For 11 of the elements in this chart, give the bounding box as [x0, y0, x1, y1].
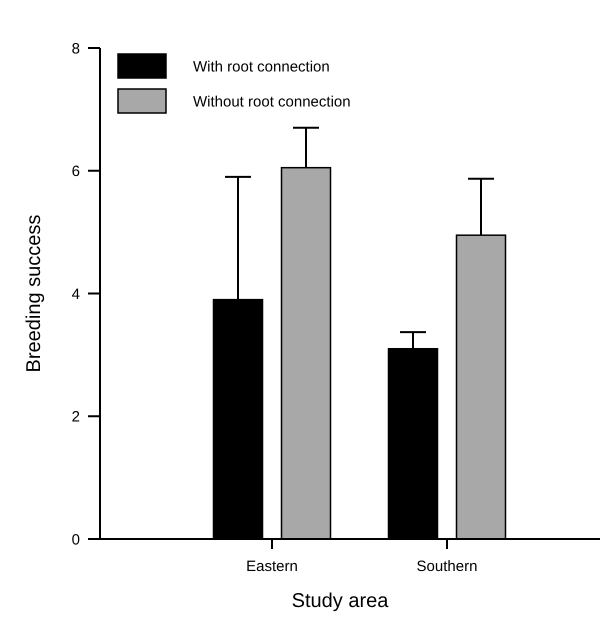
y-tick-label: 0 — [72, 531, 80, 548]
x-axis-title: Study area — [292, 590, 390, 612]
y-tick-label: 6 — [72, 163, 80, 180]
y-tick-label: 2 — [72, 408, 80, 426]
x-tick-label: Eastern — [246, 558, 298, 575]
legend-label: With root connection — [193, 58, 330, 76]
legend-label: Without root connection — [193, 93, 351, 110]
y-tick-label: 8 — [72, 40, 80, 58]
y-tick-label: 4 — [72, 286, 80, 303]
x-tick-label: Southern — [416, 558, 478, 575]
y-axis-title: Breeding success — [23, 214, 45, 372]
